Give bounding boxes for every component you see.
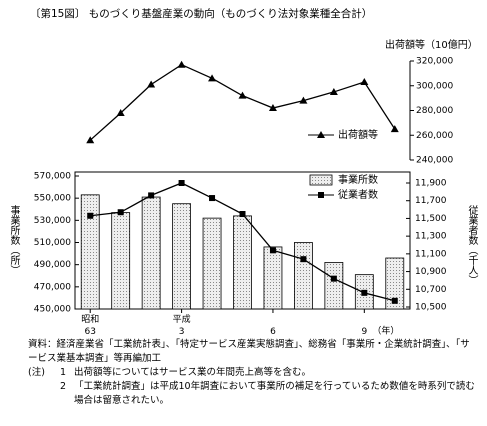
bar [385,257,405,310]
x-tick-line: 6 [270,327,276,337]
x-tick-label: 6 [270,327,276,337]
y2-tick-label: 11,500 [415,214,447,224]
marker [361,289,368,296]
y2-tick-label: 11,100 [415,249,447,259]
note-number: 2 [59,381,66,392]
marker [391,297,398,304]
y2-tick-label: 10,500 [415,303,447,313]
notes: 資料：経済産業省「工業統計表」、「特定サービス産業実態調査」、総務省「事業所・企… [28,338,478,408]
y-tick-label: 510,000 [34,238,71,248]
y-tick-label: 530,000 [34,216,71,226]
x-tick-line: 9 [361,327,367,337]
y2-tick-label: 11,900 [415,179,447,189]
bar [324,262,344,310]
marker [86,136,95,144]
note: (注) 1 出荷額等についてはサービス業の年間売上高等を含む。 [28,366,478,380]
y-tick-label: 260,000 [416,131,453,141]
marker [317,131,325,138]
source: 資料：経済産業省「工業統計表」、「特定サービス産業実態調査」、総務省「事業所・企… [28,339,470,364]
x-tick-label: 平成 3 [173,313,191,337]
note-number: 1 [59,367,66,378]
marker [360,78,369,86]
marker [329,87,338,95]
legend-label: 事業所数 [338,173,378,186]
x-tick-line: 63 [85,327,96,337]
x-unit: （年） [372,325,399,337]
marker [300,256,307,263]
y2-tick-label: 11,300 [415,232,447,242]
data-line [89,63,396,141]
marker [330,275,337,282]
y-tick-label: 490,000 [34,260,71,270]
bar [141,196,161,310]
x-tick-line: 昭和 [81,314,99,325]
y-axis-title: 事業所数（所） [8,204,20,275]
y2-tick-label: 11,700 [415,196,447,206]
bar [111,212,131,310]
y-axis-title: 出荷額等（10億円） [385,38,478,51]
y2-axis-title: 従業者数（千人） [466,204,478,285]
x-tick-line: 平成 [173,313,191,325]
marker [177,60,186,68]
marker [178,180,185,186]
y-tick-label: 300,000 [416,81,453,91]
marker [299,96,308,104]
bar [80,194,100,310]
y-tick-label: 280,000 [416,106,453,116]
marker [208,74,217,82]
marker [268,104,277,112]
y-tick-label: 320,000 [416,57,453,67]
y-tick-label: 240,000 [416,156,453,166]
note-text: 「工業統計調査」は平成10年調査において事業所の補足を行っているため数値を時系列… [74,381,475,406]
marker [148,192,155,199]
x-tick-label: 昭和 63 [81,314,99,337]
y2-tick-label: 10,700 [415,285,447,295]
legend-label: 従業者数 [338,188,378,201]
marker [209,195,216,202]
marker [87,212,94,219]
bar [294,242,313,310]
x-tick-line: 3 [179,327,185,337]
marker [147,80,156,88]
marker [116,108,125,116]
marker [239,211,246,217]
y-tick-label: 570,000 [34,172,71,182]
chart-title: 〔第15図〕 ものづくり基盤産業の動向（ものづくり法対象業種全合計） [30,7,372,20]
legend-label: 出荷額等 [338,128,378,141]
bar [233,215,252,310]
x-tick-label: 9 [361,327,367,337]
marker [117,209,124,216]
y2-tick-label: 10,900 [415,267,447,277]
y-tick-label: 550,000 [34,194,71,204]
marker [390,125,399,133]
marker [318,192,324,198]
bar [202,217,222,310]
note-text: 出荷額等についてはサービス業の年間売上高等を含む。 [74,367,312,378]
chart: 〔第15図〕 ものづくり基盤産業の動向（ものづくり法対象業種全合計） 240,0… [8,7,478,337]
note-label: (注) [28,367,45,378]
y-tick-label: 470,000 [34,282,71,292]
marker [238,91,247,99]
note: 2 「工業統計調査」は平成10年調査において事業所の補足を行っているため数値を時… [28,380,478,408]
bar [263,246,283,310]
marker [269,247,276,254]
legend-swatch [309,174,333,186]
y-tick-label: 450,000 [34,305,71,315]
bar [172,203,191,310]
